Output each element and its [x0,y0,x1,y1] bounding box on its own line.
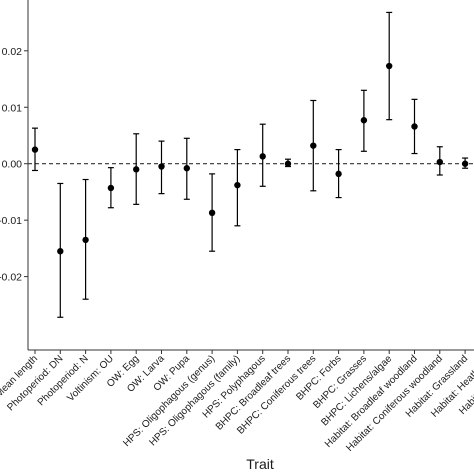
data-point [386,62,393,70]
data-point [284,160,292,167]
data-point [183,165,190,172]
data-point [411,123,418,130]
y-tick-label: -0.02 [0,272,22,284]
data-point [208,209,216,217]
data-point [259,153,266,160]
y-tick-label: 0.01 [2,102,23,114]
data-point [360,117,368,124]
data-point [436,158,443,166]
error-bars [32,11,469,318]
data-point [57,248,64,255]
data-point [31,146,39,153]
data-point [82,236,89,244]
data-point [107,184,115,192]
data-point [234,181,241,189]
y-tick-label: 0.02 [2,46,23,58]
y-tick-label: 0.00 [2,159,23,171]
y-tick-label: -0.01 [0,215,22,227]
data-points [31,62,469,255]
data-point [310,142,317,149]
data-point [461,160,469,167]
data-point [335,170,342,178]
data-point [133,166,140,173]
data-point [158,163,165,170]
x-axis-title: Trait [246,456,274,472]
y-axis: -0.02 -0.01 0.00 0.01 0.02 [0,0,29,350]
